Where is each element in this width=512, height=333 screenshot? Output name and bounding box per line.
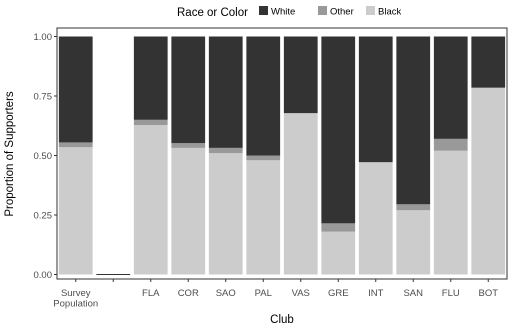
bars (58, 36, 506, 275)
legend-label-white: White (271, 7, 295, 18)
x-tick-label: FLA (142, 288, 160, 299)
x-tick-label-line: FLU (442, 288, 460, 299)
panel-border (56, 27, 508, 280)
y-axis: 0.00 0.25 0.50 0.75 1.00 (34, 32, 57, 281)
bar-segment-white (171, 36, 206, 144)
bar-segment-black (433, 150, 468, 275)
x-tick-label-line: GRE (328, 288, 349, 299)
x-tick-label: FLU (442, 288, 460, 299)
x-tick-label: GRE (328, 288, 349, 299)
legend-label-other: Other (330, 7, 354, 18)
bar-segment-black (246, 160, 281, 275)
bar-segment-other (321, 223, 356, 232)
bar-segment-black (321, 231, 356, 275)
bar-segment-black (283, 113, 318, 275)
x-tick-label: BOT (478, 288, 498, 299)
x-tick-label-line: BOT (478, 288, 498, 299)
x-tick-label-line: SAN (403, 288, 423, 299)
x-tick-label: INT (368, 288, 384, 299)
x-tick-label-line: COR (178, 288, 199, 299)
y-tick-label: 1.00 (34, 32, 53, 43)
bar-segment-other (246, 155, 281, 161)
legend-swatch-black (366, 6, 375, 15)
x-tick-label-line: Population (53, 299, 98, 310)
x-axis-label: Club (270, 314, 294, 326)
bar-segment-black (58, 147, 93, 275)
bar-segment-white (358, 36, 393, 163)
x-tick-label: VAS (292, 288, 310, 299)
y-tick-label: 0.00 (34, 270, 53, 281)
x-tick-label: SAO (216, 288, 236, 299)
y-axis-label: Proportion of Supporters (4, 91, 16, 217)
legend-swatch-other (318, 6, 327, 15)
x-tick-label-line: SAO (216, 288, 236, 299)
bar-segment-white (58, 36, 93, 143)
legend-swatch-white (259, 6, 268, 15)
bar-segment-white (246, 36, 281, 156)
bar-segment-white (133, 36, 168, 120)
bar-segment-white (433, 36, 468, 139)
bar-segment-white (283, 36, 318, 114)
bar-segment-black (358, 162, 393, 275)
x-tick-label-line: PAL (255, 288, 272, 299)
legend-title: Race or Color (177, 7, 248, 19)
x-tick-label-line: Survey (61, 288, 91, 299)
x-tick-label: SAN (403, 288, 423, 299)
bar-segment-other (133, 119, 168, 126)
bar-segment-black (471, 87, 506, 275)
bar-segment-other (58, 142, 93, 148)
bar-segment-black (171, 147, 206, 275)
x-axis: Survey Population FLA COR SAO PAL VAS GRE INT SAN… (53, 279, 498, 310)
bar-segment-other (171, 143, 206, 148)
bar-segment-other (208, 147, 243, 154)
bar-segment-black (133, 125, 168, 275)
bar-segment-white (321, 36, 356, 224)
x-tick-label-line: INT (368, 288, 384, 299)
y-tick-label: 0.75 (34, 92, 53, 103)
bar-segment-other (396, 204, 431, 211)
bar-segment-other (433, 138, 468, 151)
x-tick-label-line: VAS (292, 288, 310, 299)
x-tick-label: PAL (255, 288, 272, 299)
x-tick-label: COR (178, 288, 199, 299)
legend: Race or Color White Other Black (177, 6, 401, 19)
bar-segment-white (471, 36, 506, 88)
bar-segment-white (208, 36, 243, 148)
bar-segment-black (396, 210, 431, 275)
bar-segment-black (208, 153, 243, 275)
bar-segment-white (396, 36, 431, 205)
y-tick-label: 0.50 (34, 151, 53, 162)
y-tick-label: 0.25 (34, 211, 53, 222)
x-tick-label: Survey Population (53, 288, 98, 310)
legend-label-black: Black (378, 7, 401, 18)
x-tick-label-line: FLA (142, 288, 160, 299)
